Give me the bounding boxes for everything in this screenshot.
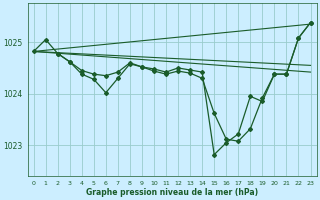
X-axis label: Graphe pression niveau de la mer (hPa): Graphe pression niveau de la mer (hPa) bbox=[86, 188, 258, 197]
